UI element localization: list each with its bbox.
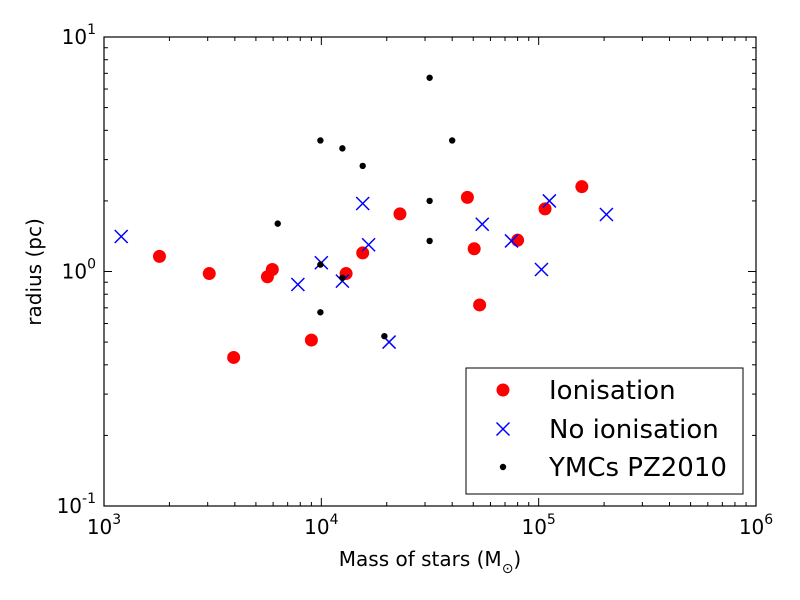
legend-label-ymcs-pz2010: YMCs PZ2010 — [548, 453, 727, 483]
point-ionisation-0 — [152, 249, 166, 263]
point-no-ionisation-7 — [475, 217, 490, 232]
point-ionisation-10 — [467, 242, 481, 256]
legend-label-ionisation: Ionisation — [549, 376, 676, 406]
y-tick-label-2: 101 — [62, 22, 96, 49]
legend-box — [465, 367, 744, 495]
point-no-ionisation-8 — [504, 233, 519, 248]
point-ionisation-14 — [575, 180, 589, 194]
point-ymcs-pz2010-1 — [317, 137, 324, 144]
point-no-ionisation-1 — [290, 277, 305, 292]
point-ionisation-4 — [265, 262, 279, 276]
point-ymcs-pz2010-8 — [426, 74, 433, 81]
point-no-ionisation-11 — [599, 207, 614, 222]
legend-items: Ionisation No ionisation YMCs PZ2010 — [495, 376, 727, 483]
point-ionisation-7 — [356, 246, 370, 260]
point-ionisation-5 — [304, 333, 318, 347]
point-no-ionisation-9 — [534, 262, 549, 277]
point-no-ionisation-10 — [542, 193, 557, 208]
legend-label-no-ionisation: No ionisation — [549, 415, 719, 445]
point-ionisation-9 — [460, 190, 474, 204]
point-ionisation-13 — [538, 202, 552, 216]
legend-marker-ionisation — [496, 383, 510, 397]
x-axis-label-close: ) — [513, 547, 521, 571]
point-ymcs-pz2010-3 — [317, 309, 324, 316]
point-no-ionisation-4 — [355, 196, 370, 211]
x-axis-label: Mass of stars (M⊙) — [339, 547, 521, 577]
y-axis-label: radius (pc) — [22, 218, 46, 325]
point-no-ionisation-0 — [114, 229, 129, 244]
point-ymcs-pz2010-0 — [274, 220, 281, 227]
axis-ticks: 103 104 105 106 10-1 100 101 — [57, 22, 774, 539]
point-ymcs-pz2010-4 — [339, 145, 346, 152]
x-tick-label-2: 105 — [521, 512, 555, 539]
x-axis-label-sun-symbol: ⊙ — [502, 561, 514, 577]
y-tick-label-1: 100 — [62, 257, 96, 284]
legend-marker-no-ionisation — [495, 421, 511, 437]
plot-points — [114, 74, 614, 364]
x-tick-label-1: 104 — [304, 512, 338, 539]
point-ymcs-pz2010-9 — [426, 197, 433, 205]
x-tick-label-3: 106 — [739, 512, 773, 539]
point-no-ionisation-3 — [335, 274, 350, 289]
x-axis-label-main: Mass of stars (M — [339, 547, 502, 571]
x-tick-label-0: 103 — [87, 512, 121, 539]
point-ymcs-pz2010-2 — [317, 261, 324, 268]
point-no-ionisation-5 — [361, 237, 376, 252]
y-tick-label-0: 10-1 — [57, 491, 96, 518]
point-ionisation-8 — [393, 207, 407, 221]
point-ionisation-11 — [473, 298, 487, 312]
point-ionisation-2 — [227, 350, 241, 364]
point-ymcs-pz2010-11 — [448, 137, 456, 144]
legend-marker-ymcs-pz2010 — [499, 463, 507, 471]
point-ymcs-pz2010-6 — [359, 162, 366, 170]
point-ymcs-pz2010-5 — [339, 274, 346, 282]
point-ionisation-1 — [202, 267, 216, 281]
legend: Ionisation No ionisation YMCs PZ2010 — [465, 367, 744, 495]
point-ymcs-pz2010-10 — [426, 237, 433, 245]
point-ymcs-pz2010-7 — [381, 332, 388, 340]
